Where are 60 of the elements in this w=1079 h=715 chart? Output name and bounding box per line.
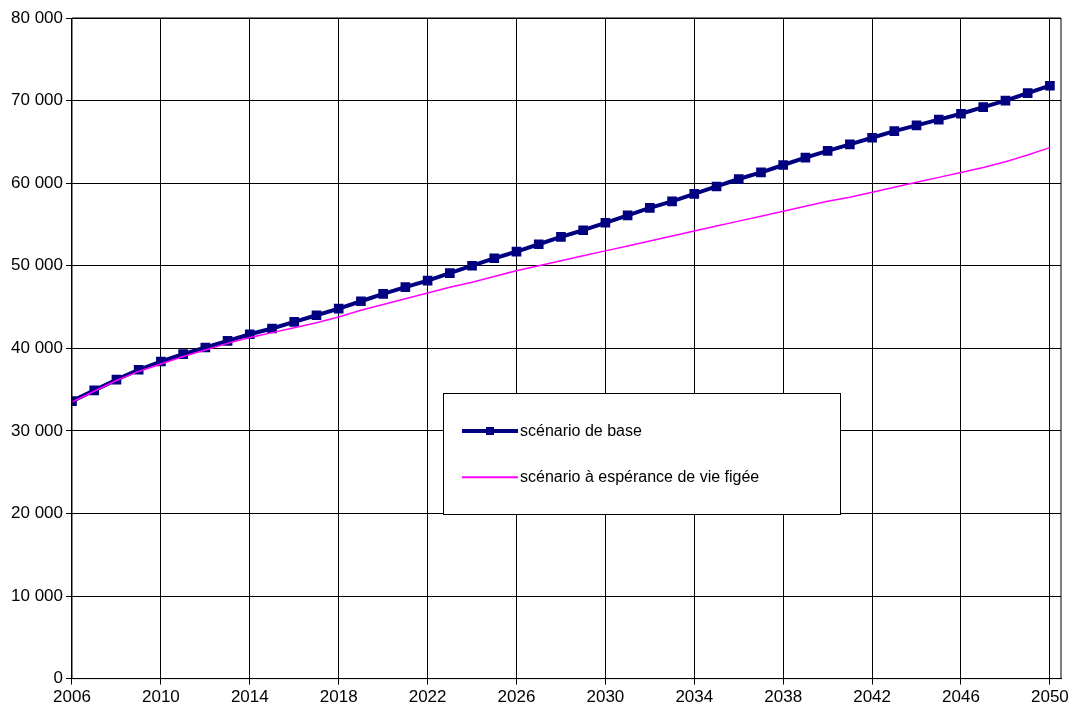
x-tick-label: 2038 xyxy=(764,687,803,707)
point xyxy=(1045,80,1055,91)
point xyxy=(333,303,344,314)
point xyxy=(867,132,877,143)
x-tick-label: 2014 xyxy=(230,687,269,707)
point xyxy=(556,232,566,242)
point xyxy=(444,268,455,278)
point xyxy=(578,225,588,236)
y-tick-label: 20 000 xyxy=(11,503,63,523)
point xyxy=(822,146,833,156)
y-tick-label: 10 000 xyxy=(11,585,63,605)
point xyxy=(800,152,811,163)
point xyxy=(267,323,277,334)
point xyxy=(911,120,922,131)
point xyxy=(1000,95,1011,106)
y-tick-label: 40 000 xyxy=(11,337,63,357)
x-tick-label: 2018 xyxy=(319,687,358,707)
point xyxy=(667,196,677,207)
point xyxy=(422,275,433,286)
point xyxy=(645,203,655,213)
x-tick-label: 2050 xyxy=(1030,687,1069,707)
point xyxy=(889,126,900,136)
y-tick-label: 80 000 xyxy=(11,7,63,27)
x-tick-label: 2030 xyxy=(586,687,625,707)
x-tick-label: 2022 xyxy=(408,687,447,707)
point xyxy=(978,102,989,113)
x-tick-label: 2010 xyxy=(141,687,180,707)
point xyxy=(733,174,744,184)
y-tick-label: 0 xyxy=(53,668,63,688)
x-tick-label: 2042 xyxy=(853,687,891,707)
point xyxy=(933,114,944,125)
point xyxy=(311,310,322,321)
point xyxy=(956,108,966,119)
point xyxy=(289,317,300,327)
x-tick-label: 2006 xyxy=(53,687,91,707)
point xyxy=(600,217,611,228)
y-tick-label: 70 000 xyxy=(11,90,63,110)
y-tick-label: 60 000 xyxy=(11,172,63,192)
point xyxy=(378,288,388,299)
legend-label: scénario à espérance de vie figée xyxy=(520,468,760,486)
legend-label: scénario de base xyxy=(520,422,642,440)
y-tick-label: 30 000 xyxy=(11,420,63,440)
x-tick-label: 2046 xyxy=(942,687,980,707)
point xyxy=(689,189,700,199)
x-tick-label: 2034 xyxy=(675,687,714,707)
y-tick-label: 50 000 xyxy=(11,255,63,275)
x-tick-label: 2026 xyxy=(497,687,536,707)
point xyxy=(356,296,366,307)
point xyxy=(1022,88,1033,98)
point xyxy=(400,282,411,293)
point xyxy=(778,160,789,170)
point xyxy=(533,239,544,250)
point xyxy=(622,210,633,221)
point xyxy=(845,139,855,150)
point xyxy=(244,329,255,340)
point xyxy=(467,260,477,271)
point xyxy=(756,167,766,178)
point xyxy=(711,181,722,192)
point xyxy=(489,253,500,264)
point xyxy=(511,246,522,257)
